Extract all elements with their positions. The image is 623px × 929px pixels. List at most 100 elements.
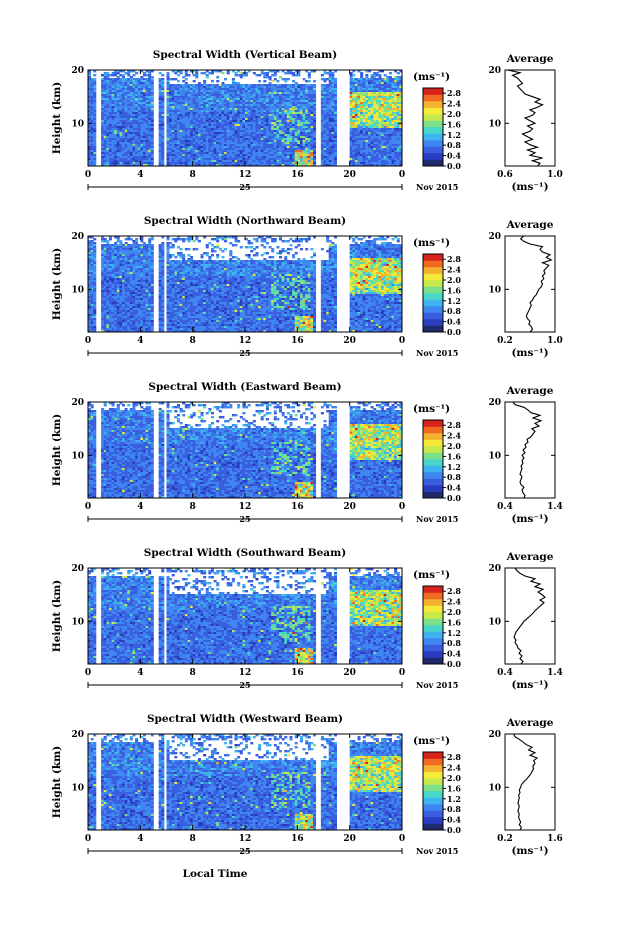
heatmap-cell [266, 76, 269, 78]
heatmap-cell [203, 72, 206, 74]
heatmap-cell [271, 74, 274, 76]
panel-title: Spectral Width (Northward Beam) [144, 215, 346, 227]
colorbar: 2.82.42.01.61.20.80.40.0 [423, 88, 461, 171]
colorbar-tick-label: 0.0 [447, 161, 461, 171]
heatmap-cell [180, 72, 183, 74]
heatmap-cell [289, 72, 292, 74]
heatmap-cell [201, 72, 204, 74]
heatmap-cell [269, 78, 272, 80]
colorbar-swatch [423, 95, 443, 102]
panel-2: Spectral Width (Northward Beam)Height (k… [51, 215, 563, 359]
x-tick-label: 8 [190, 170, 196, 180]
colorbar-swatch [423, 88, 443, 95]
heatmap-cell [127, 74, 130, 76]
heatmap-cell [143, 74, 146, 76]
x-tick-label: 0 [85, 170, 91, 180]
heatmap-cell [169, 78, 172, 80]
heatmap-cell [161, 74, 164, 76]
heatmap-cell [326, 78, 329, 80]
heatmap-cell [235, 74, 238, 76]
heatmap-cell [146, 74, 149, 76]
colorbar-tick-label: 2.0 [447, 109, 461, 119]
heatmap-cell [159, 72, 162, 74]
heatmap-cell [324, 80, 327, 82]
heatmap-cell [295, 74, 298, 76]
heatmap-cell [177, 74, 180, 76]
heatmap-cells [88, 70, 402, 166]
heatmap-cell [216, 80, 219, 82]
x-tick-label: 4 [137, 170, 143, 180]
heatmap-cell [274, 74, 277, 76]
heatmap-cell [240, 76, 243, 78]
heatmap-cell [397, 72, 400, 74]
colorbar-swatch [423, 147, 443, 154]
colorbar-swatch [423, 121, 443, 128]
colorbar-tick-label: 2.4 [447, 99, 461, 109]
colorbar-swatch [423, 108, 443, 115]
heatmap-cell [245, 74, 248, 76]
heatmap-cell [255, 74, 258, 76]
heatmap-cell [384, 74, 387, 76]
colorbar-tick-label: 2.8 [447, 88, 461, 98]
heatmap-cell [227, 72, 230, 74]
colorbar-swatch [423, 140, 443, 147]
colorbar-swatch [423, 160, 443, 167]
heatmap-cell [182, 80, 185, 82]
heatmap-cell [172, 78, 175, 80]
heatmap-cell [284, 72, 287, 74]
heatmap-cell [211, 72, 214, 74]
heatmap-cell [112, 74, 115, 76]
heatmap-cell [292, 74, 295, 76]
heatmap-cell [109, 74, 112, 76]
colorbar-tick-label: 1.6 [447, 119, 461, 129]
heatmap-cell [119, 74, 122, 76]
average-title: Average [506, 53, 554, 65]
colorbar-unit-label: (ms⁻¹) [413, 71, 450, 83]
average-y-tick-label: 20 [488, 66, 501, 76]
heatmap-cell [216, 76, 219, 78]
colorbar-tick-label: 0.8 [447, 140, 461, 150]
heatmap-cell [242, 74, 245, 76]
heatmap-cell [258, 80, 261, 82]
heatmap-cell [182, 76, 185, 78]
heatmap-cell [326, 72, 329, 74]
average-x-tick-label: 1.0 [547, 170, 563, 180]
heatmap-cell [321, 78, 324, 80]
average-x-label: (ms⁻¹) [511, 181, 548, 193]
average-y-tick-label: 10 [488, 119, 501, 129]
average-panel: Average20100.6 1.0(ms⁻¹) [488, 53, 562, 193]
y-axis-label: Height (km) [51, 82, 63, 154]
colorbar-swatch [423, 127, 443, 134]
heatmap-cell [389, 72, 392, 74]
heatmap-cell [211, 80, 214, 82]
heatmap-cell [271, 80, 274, 82]
heatmap-cell [261, 72, 264, 74]
heatmap-cell [258, 74, 261, 76]
heatmap-cell [187, 74, 190, 76]
heatmap-cell [276, 80, 279, 82]
heatmap-cell [287, 72, 290, 74]
heatmap-cell [297, 74, 300, 76]
y-tick-label: 20 [71, 66, 84, 76]
heatmap-cell [321, 74, 324, 76]
colorbar-swatch [423, 134, 443, 141]
x-tick-label: 0 [399, 170, 405, 180]
panel-title: Spectral Width (Vertical Beam) [153, 49, 337, 61]
heatmap-cell [93, 74, 96, 76]
heatmap-cell [185, 74, 188, 76]
heatmap-cell [253, 72, 256, 74]
heatmap-cell [125, 72, 128, 74]
day-label: 25 [239, 182, 250, 192]
average-profile-line [508, 70, 543, 166]
y-tick-label: 10 [71, 119, 84, 129]
x-tick-label: 20 [343, 170, 356, 180]
x-tick-label: 12 [239, 170, 252, 180]
heatmap-cell [174, 72, 177, 74]
heatmap-cells [88, 236, 402, 332]
heatmap-cell [308, 76, 311, 78]
heatmap-cell [193, 74, 196, 76]
colorbar-swatch [423, 101, 443, 108]
x-tick-label: 16 [291, 170, 304, 180]
heatmap-cell [352, 74, 355, 76]
colorbar-swatch [423, 153, 443, 160]
